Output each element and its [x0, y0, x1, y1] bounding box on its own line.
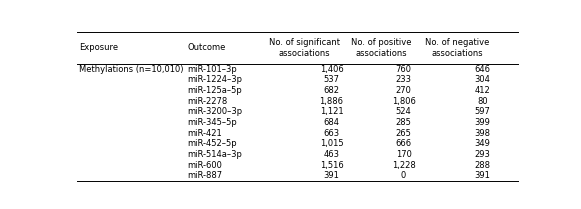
Text: 666: 666	[396, 139, 412, 148]
Text: 537: 537	[324, 75, 339, 84]
Text: miR-345–5p: miR-345–5p	[188, 118, 237, 127]
Text: 524: 524	[396, 107, 411, 116]
Text: 391: 391	[324, 171, 339, 180]
Text: 285: 285	[396, 118, 411, 127]
Text: 412: 412	[475, 86, 490, 95]
Text: 1,516: 1,516	[320, 161, 343, 170]
Text: 1,886: 1,886	[320, 97, 343, 106]
Text: miR-452–5p: miR-452–5p	[188, 139, 237, 148]
Text: miR-1224–3p: miR-1224–3p	[188, 75, 242, 84]
Text: 80: 80	[477, 97, 487, 106]
Text: 463: 463	[324, 150, 339, 159]
Text: 0: 0	[401, 171, 406, 180]
Text: 398: 398	[474, 129, 490, 138]
Text: 293: 293	[475, 150, 490, 159]
Text: miR-2278: miR-2278	[188, 97, 228, 106]
Text: 304: 304	[475, 75, 490, 84]
Text: 646: 646	[474, 65, 490, 74]
Text: Methylations (n=10,010): Methylations (n=10,010)	[80, 65, 184, 74]
Text: miR-125a–5p: miR-125a–5p	[188, 86, 242, 95]
Text: Outcome: Outcome	[188, 43, 226, 52]
Text: 1,406: 1,406	[320, 65, 343, 74]
Text: 233: 233	[396, 75, 411, 84]
Text: 170: 170	[396, 150, 411, 159]
Text: 1,121: 1,121	[320, 107, 343, 116]
Text: No. of significant
associations: No. of significant associations	[269, 38, 340, 58]
Text: 663: 663	[324, 129, 340, 138]
Text: 349: 349	[475, 139, 490, 148]
Text: No. of positive
associations: No. of positive associations	[351, 38, 411, 58]
Text: 1,015: 1,015	[320, 139, 343, 148]
Text: 684: 684	[324, 118, 339, 127]
Text: 265: 265	[396, 129, 411, 138]
Text: No. of negative
associations: No. of negative associations	[425, 38, 490, 58]
Text: 760: 760	[396, 65, 411, 74]
Text: miR-3200–3p: miR-3200–3p	[188, 107, 243, 116]
Text: 597: 597	[475, 107, 490, 116]
Text: 288: 288	[474, 161, 490, 170]
Text: miR-514a–3p: miR-514a–3p	[188, 150, 242, 159]
Text: 391: 391	[475, 171, 490, 180]
Text: 270: 270	[396, 86, 411, 95]
Text: miR-421: miR-421	[188, 129, 222, 138]
Text: Exposure: Exposure	[80, 43, 119, 52]
Text: 682: 682	[324, 86, 339, 95]
Text: miR-101–3p: miR-101–3p	[188, 65, 237, 74]
Text: 1,806: 1,806	[392, 97, 415, 106]
Text: 399: 399	[475, 118, 490, 127]
Text: miR-887: miR-887	[188, 171, 223, 180]
Text: 1,228: 1,228	[392, 161, 415, 170]
Text: miR-600: miR-600	[188, 161, 223, 170]
